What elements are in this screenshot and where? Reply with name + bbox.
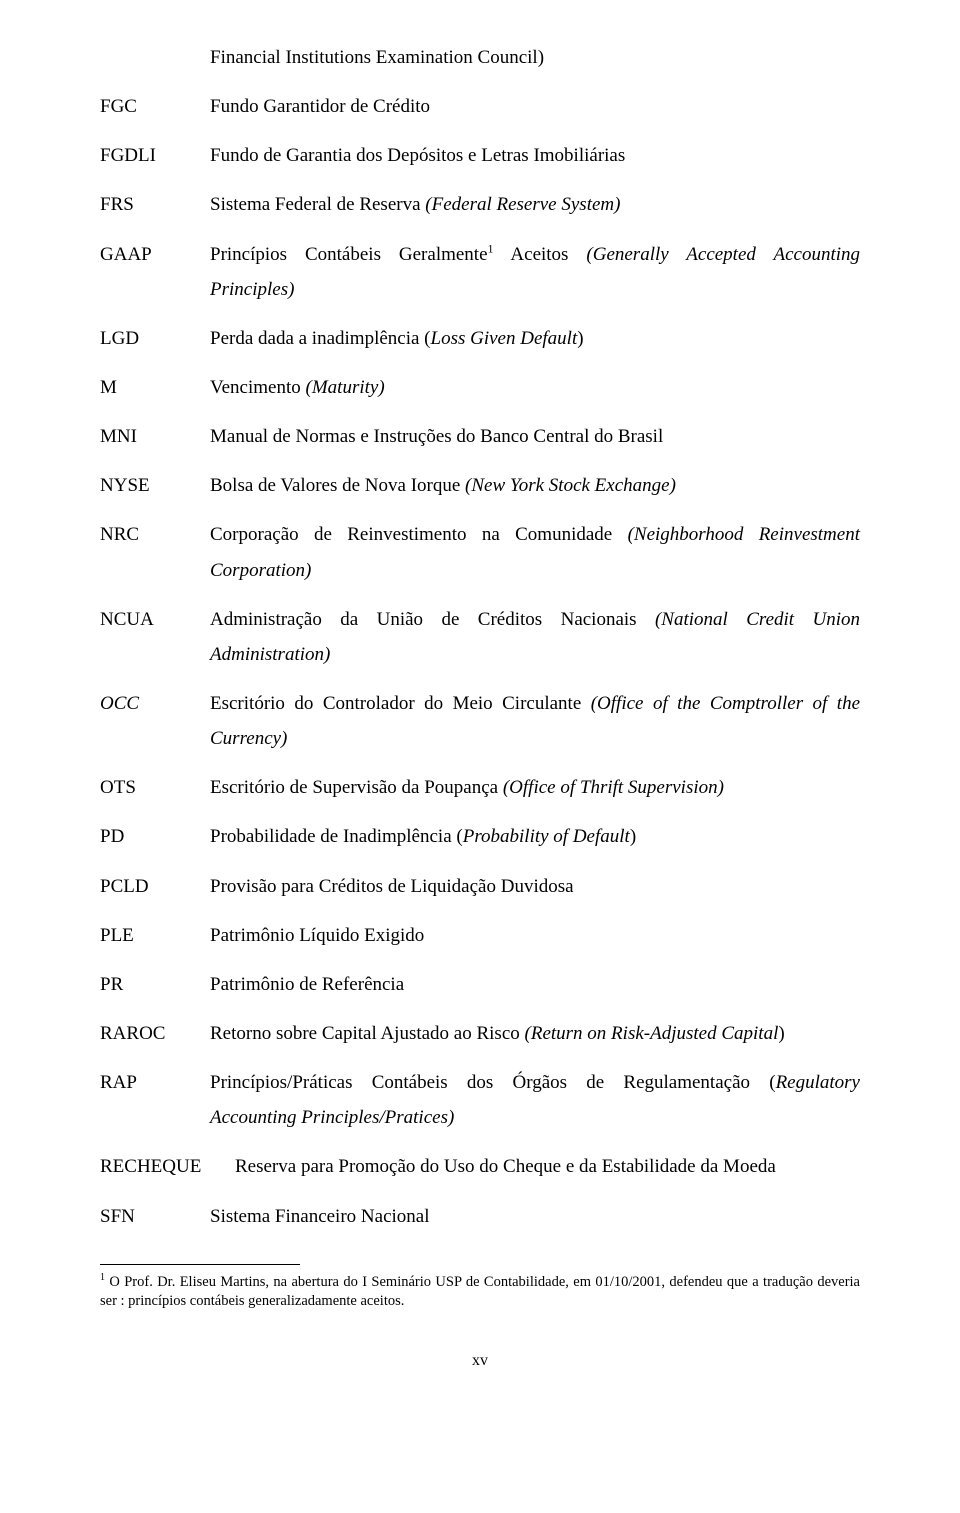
glossary-entry: FGCFundo Garantidor de Crédito xyxy=(100,89,860,124)
page-number: xv xyxy=(100,1352,860,1370)
definition: Administração da União de Créditos Nacio… xyxy=(210,602,860,672)
acronym: RECHEQUE xyxy=(100,1149,235,1184)
definition: Retorno sobre Capital Ajustado ao Risco … xyxy=(210,1016,860,1051)
glossary-entry: PRPatrimônio de Referência xyxy=(100,967,860,1002)
acronym: PD xyxy=(100,819,210,854)
definition: Bolsa de Valores de Nova Iorque (New Yor… xyxy=(210,468,860,503)
glossary-entry: GAAPPrincípios Contábeis Geralmente1 Ace… xyxy=(100,237,860,307)
definition: Manual de Normas e Instruções do Banco C… xyxy=(210,419,860,454)
glossary-entry: NCUAAdministração da União de Créditos N… xyxy=(100,602,860,672)
definition: Corporação de Reinvestimento na Comunida… xyxy=(210,517,860,587)
glossary-entry: RECHEQUEReserva para Promoção do Uso do … xyxy=(100,1149,860,1184)
definition: Escritório do Controlador do Meio Circul… xyxy=(210,686,860,756)
glossary-entry: PDProbabilidade de Inadimplência (Probab… xyxy=(100,819,860,854)
acronym: FRS xyxy=(100,187,210,222)
acronym: M xyxy=(100,370,210,405)
definition: Patrimônio Líquido Exigido xyxy=(210,918,860,953)
definition: Vencimento (Maturity) xyxy=(210,370,860,405)
glossary-entry: RAPPrincípios/Práticas Contábeis dos Órg… xyxy=(100,1065,860,1135)
glossary-entry: NYSEBolsa de Valores de Nova Iorque (New… xyxy=(100,468,860,503)
definition: Fundo Garantidor de Crédito xyxy=(210,89,860,124)
acronym: FGDLI xyxy=(100,138,210,173)
glossary-entry: PCLDProvisão para Créditos de Liquidação… xyxy=(100,869,860,904)
acronym: NCUA xyxy=(100,602,210,637)
acronym: RAP xyxy=(100,1065,210,1100)
definition: Princípios/Práticas Contábeis dos Órgãos… xyxy=(210,1065,860,1135)
document-page: Financial Institutions Examination Counc… xyxy=(0,0,960,1513)
glossary-entry: LGDPerda dada a inadimplência (Loss Give… xyxy=(100,321,860,356)
glossary-entry: FRSSistema Federal de Reserva (Federal R… xyxy=(100,187,860,222)
glossary-entry: MNIManual de Normas e Instruções do Banc… xyxy=(100,419,860,454)
glossary-entry: FGDLIFundo de Garantia dos Depósitos e L… xyxy=(100,138,860,173)
glossary-entry: SFNSistema Financeiro Nacional xyxy=(100,1199,860,1234)
definition: Fundo de Garantia dos Depósitos e Letras… xyxy=(210,138,860,173)
definition: Princípios Contábeis Geralmente1 Aceitos… xyxy=(210,237,860,307)
definition: Probabilidade de Inadimplência (Probabil… xyxy=(210,819,860,854)
glossary-entry: MVencimento (Maturity) xyxy=(100,370,860,405)
glossary-entry: OCCEscritório do Controlador do Meio Cir… xyxy=(100,686,860,756)
definition: Sistema Financeiro Nacional xyxy=(210,1199,860,1234)
glossary-entry: NRCCorporação de Reinvestimento na Comun… xyxy=(100,517,860,587)
glossary-entry: OTSEscritório de Supervisão da Poupança … xyxy=(100,770,860,805)
definition: Sistema Federal de Reserva (Federal Rese… xyxy=(210,187,860,222)
glossary-entry: RAROCRetorno sobre Capital Ajustado ao R… xyxy=(100,1016,860,1051)
acronym: NRC xyxy=(100,517,210,552)
definition: Reserva para Promoção do Uso do Cheque e… xyxy=(235,1149,860,1184)
glossary-list: FGCFundo Garantidor de CréditoFGDLIFundo… xyxy=(100,89,860,1234)
footnote-separator xyxy=(100,1264,300,1265)
definition: Provisão para Créditos de Liquidação Duv… xyxy=(210,869,860,904)
acronym: NYSE xyxy=(100,468,210,503)
footnote: 1 O Prof. Dr. Eliseu Martins, na abertur… xyxy=(100,1271,860,1312)
acronym: FGC xyxy=(100,89,210,124)
acronym: PCLD xyxy=(100,869,210,904)
glossary-entry: PLEPatrimônio Líquido Exigido xyxy=(100,918,860,953)
continuation-text: Financial Institutions Examination Counc… xyxy=(210,47,544,68)
acronym: PLE xyxy=(100,918,210,953)
acronym: MNI xyxy=(100,419,210,454)
acronym: SFN xyxy=(100,1199,210,1234)
acronym: PR xyxy=(100,967,210,1002)
continuation-line: Financial Institutions Examination Counc… xyxy=(100,40,860,75)
acronym: RAROC xyxy=(100,1016,210,1051)
acronym: GAAP xyxy=(100,237,210,272)
acronym: OTS xyxy=(100,770,210,805)
definition: Escritório de Supervisão da Poupança (Of… xyxy=(210,770,860,805)
definition: Patrimônio de Referência xyxy=(210,967,860,1002)
acronym: OCC xyxy=(100,686,210,721)
definition: Perda dada a inadimplência (Loss Given D… xyxy=(210,321,860,356)
acronym: LGD xyxy=(100,321,210,356)
footnote-text: O Prof. Dr. Eliseu Martins, na abertura … xyxy=(100,1273,860,1309)
